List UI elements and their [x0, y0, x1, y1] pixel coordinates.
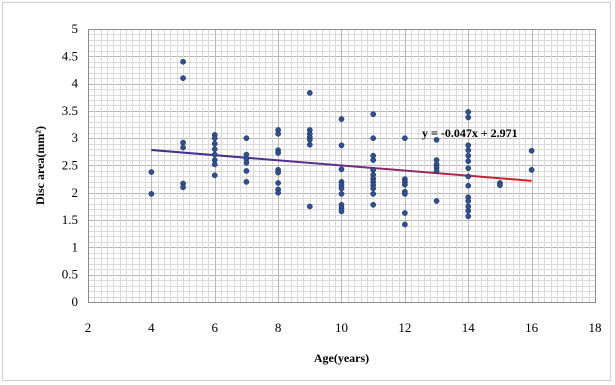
chart-frame [2, 2, 611, 381]
data-point [465, 109, 472, 115]
data-point [528, 167, 535, 173]
data-point [211, 172, 218, 179]
y-tick-label: 0.5 [62, 267, 78, 282]
y-tick-label: 0 [72, 294, 79, 309]
data-point [306, 136, 313, 143]
data-point [370, 111, 377, 118]
data-point [338, 116, 345, 122]
data-point [338, 166, 345, 173]
data-point [402, 210, 408, 216]
plot-area [88, 29, 596, 303]
y-tick-label: 5 [72, 21, 79, 36]
data-point [338, 191, 345, 197]
data-point [528, 147, 535, 154]
data-point [497, 182, 503, 189]
data-point [338, 142, 345, 149]
data-point [275, 189, 281, 196]
data-point [465, 158, 472, 164]
y-tick-label: 3.5 [62, 103, 78, 118]
data-point [433, 136, 440, 143]
data-point [180, 58, 186, 65]
data-point [338, 208, 345, 215]
data-point [370, 167, 377, 173]
data-point [465, 165, 472, 172]
data-point [338, 185, 345, 192]
data-point [275, 150, 281, 156]
data-point [243, 168, 250, 174]
data-point [370, 135, 377, 142]
data-point [370, 201, 377, 208]
x-axis-label: Age(years) [314, 351, 369, 365]
data-point [211, 161, 218, 168]
data-point [402, 181, 408, 188]
data-point [180, 139, 186, 146]
data-point [211, 140, 218, 147]
data-point [243, 179, 250, 185]
trendline-equation: y = -0.047x + 2.971 [422, 126, 518, 140]
data-point [306, 90, 313, 96]
y-tick-label: 1.5 [62, 212, 78, 227]
y-tick-label: 2 [72, 185, 79, 200]
x-tick-label: 2 [85, 320, 92, 335]
data-point [306, 203, 313, 210]
y-axis-label: Disc area(mm²) [33, 126, 47, 205]
data-point [370, 185, 377, 192]
data-point [148, 169, 155, 175]
x-tick-label: 10 [335, 320, 348, 335]
data-point [148, 191, 155, 197]
data-point [275, 180, 281, 186]
data-point [211, 146, 218, 152]
data-point [306, 141, 313, 148]
x-tick-label: 4 [148, 320, 155, 335]
data-point [465, 114, 472, 121]
data-point [465, 182, 472, 189]
data-point [402, 221, 408, 228]
data-point [180, 144, 186, 151]
x-tick-label: 18 [589, 320, 602, 335]
data-point [402, 135, 408, 142]
data-point [275, 130, 281, 137]
x-tick-label: 14 [462, 320, 476, 335]
data-point [433, 168, 440, 174]
y-axis-ticks: 0 0.5 1 1.5 2 2.5 3 3.5 4 4.5 5 [62, 21, 79, 309]
data-point [370, 191, 377, 197]
data-point [465, 152, 472, 159]
x-axis-ticks: 2 4 6 8 10 12 14 16 18 [85, 320, 602, 335]
x-tick-label: 8 [275, 320, 282, 335]
y-tick-label: 3 [72, 130, 79, 145]
data-point [465, 207, 472, 214]
y-tick-label: 4.5 [62, 48, 78, 63]
data-point [243, 159, 250, 166]
data-point [465, 198, 472, 204]
y-tick-label: 1 [72, 239, 79, 254]
data-point [180, 184, 186, 191]
data-point [465, 147, 472, 154]
data-point [465, 142, 472, 149]
data-point [465, 173, 472, 180]
x-tick-label: 12 [398, 320, 411, 335]
data-point [465, 213, 472, 220]
data-point [243, 135, 250, 142]
y-tick-label: 4 [72, 76, 79, 91]
x-tick-label: 16 [525, 320, 539, 335]
x-tick-label: 6 [212, 320, 219, 335]
data-point [433, 198, 440, 204]
data-point [402, 191, 408, 197]
data-point [180, 75, 186, 81]
data-point [211, 151, 218, 158]
data-point [275, 169, 281, 176]
data-point [370, 157, 377, 163]
data-points [148, 58, 535, 228]
y-tick-label: 2.5 [62, 158, 78, 173]
data-point [211, 135, 218, 142]
